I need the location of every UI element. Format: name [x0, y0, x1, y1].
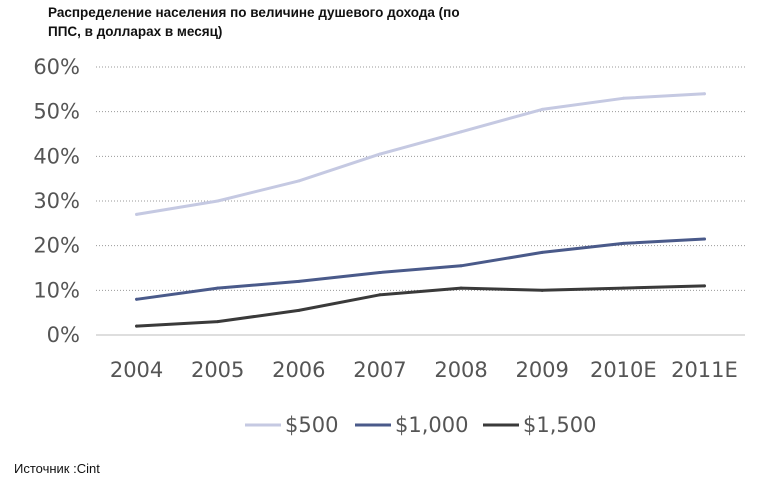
x-tick-label: 2006 [272, 358, 325, 382]
data-point [216, 320, 220, 324]
data-point [378, 152, 382, 156]
x-axis-ticks: 2004 2005 2006 2007 2008 2009 2010E 2011E [110, 358, 738, 382]
legend-label: $500 [285, 413, 338, 437]
data-point [297, 179, 301, 183]
data-point [135, 324, 139, 328]
data-point [459, 264, 463, 268]
y-tick-label: 50% [33, 100, 80, 124]
y-tick-label: 30% [33, 189, 80, 213]
y-axis-ticks: 0% 10% 20% 30% 40% 50% 60% [33, 55, 80, 347]
chart-title: Распределение населения по величине душе… [48, 5, 460, 39]
data-point [135, 297, 139, 301]
data-point [621, 96, 625, 100]
data-point [378, 270, 382, 274]
y-tick-label: 0% [47, 323, 80, 347]
legend: $500 $1,000 $1,500 [245, 413, 596, 437]
data-point [702, 237, 706, 241]
data-point [297, 279, 301, 283]
x-tick-label: 2004 [110, 358, 163, 382]
x-tick-label: 2008 [434, 358, 487, 382]
x-tick-label: 2011E [671, 358, 738, 382]
data-point [135, 212, 139, 216]
y-tick-label: 10% [33, 278, 80, 302]
data-point [297, 308, 301, 312]
data-point [621, 241, 625, 245]
x-tick-label: 2010E [590, 358, 657, 382]
data-point [621, 286, 625, 290]
data-point [378, 293, 382, 297]
y-tick-label: 20% [33, 234, 80, 258]
data-point [216, 199, 220, 203]
data-point [216, 286, 220, 290]
grid-lines [96, 66, 745, 291]
source-note: Источник :Cint [14, 461, 100, 476]
data-point [459, 130, 463, 134]
y-tick-label: 40% [33, 144, 80, 168]
data-point [540, 288, 544, 292]
series-line-2 [135, 284, 706, 328]
x-tick-label: 2009 [515, 358, 568, 382]
data-point [459, 286, 463, 290]
data-point [702, 92, 706, 96]
series-lines [135, 92, 706, 328]
x-tick-label: 2007 [353, 358, 406, 382]
x-tick-label: 2005 [191, 358, 244, 382]
series-line-1 [135, 237, 706, 301]
legend-label: $1,500 [523, 413, 596, 437]
data-point [540, 107, 544, 111]
y-tick-label: 60% [33, 55, 80, 79]
legend-label: $1,000 [395, 413, 468, 437]
data-point [540, 250, 544, 254]
data-point [702, 284, 706, 288]
series-line-0 [135, 92, 706, 216]
